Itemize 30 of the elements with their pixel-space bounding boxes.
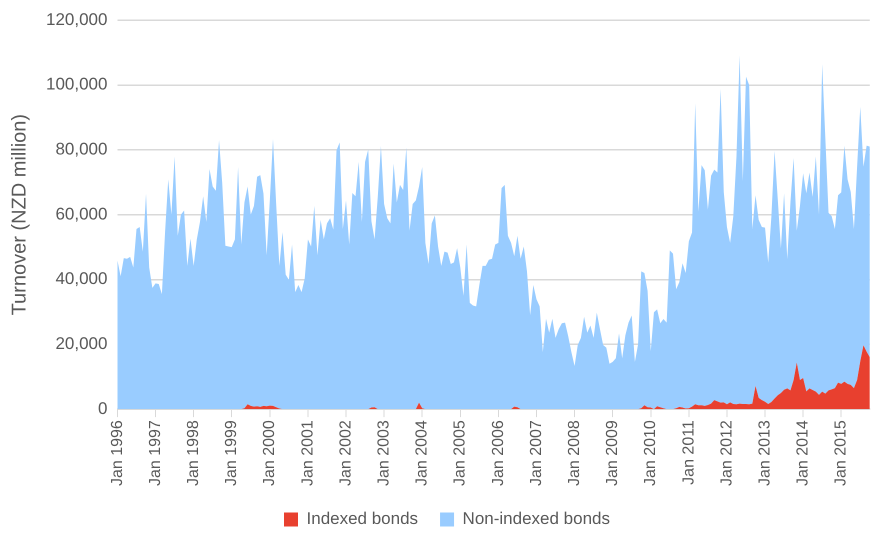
x-tick-label: Jan 2014 (794, 420, 812, 486)
x-tick-label: Jan 2013 (756, 420, 774, 486)
x-tick-label: Jan 2000 (261, 420, 278, 486)
x-tick-label: Jan 2012 (718, 420, 736, 486)
legend-label: Non-indexed bonds (462, 509, 610, 528)
x-tick-label: Jan 2010 (642, 420, 660, 486)
x-tick-label: Jan 2015 (832, 420, 850, 486)
x-tick-label: Jan 2004 (414, 420, 431, 486)
y-tick-label: 100,000 (46, 74, 108, 94)
x-tick-label: Jan 2003 (376, 420, 393, 486)
x-tick-label: Jan 2011 (680, 420, 698, 485)
legend-label: Indexed bonds (306, 509, 418, 528)
y-tick-label: 120,000 (46, 10, 108, 29)
x-tick-label: Jan 2001 (299, 420, 316, 486)
x-tick-label: Jan 2009 (604, 420, 622, 486)
y-axis-title: Turnover (NZD million) (8, 114, 31, 316)
x-tick-label: Jan 1996 (108, 420, 126, 486)
y-tick-label: 0 (98, 398, 108, 418)
y-tick-label: 60,000 (55, 204, 108, 224)
y-tick-label: 80,000 (55, 140, 108, 159)
x-tick-label: Jan 1998 (185, 420, 202, 486)
x-tick-label: Jan 2007 (528, 420, 545, 486)
x-tick-label: Jan 2002 (337, 420, 354, 486)
x-tick-label: Jan 2008 (566, 420, 583, 486)
x-tick-label: Jan 1997 (146, 420, 164, 486)
y-tick-label: 40,000 (55, 269, 108, 288)
x-tick-label: Jan 2006 (490, 420, 507, 486)
y-tick-label: 20,000 (55, 334, 108, 354)
x-tick-label: Jan 2005 (452, 420, 469, 486)
x-tick-label: Jan 1999 (223, 420, 240, 486)
